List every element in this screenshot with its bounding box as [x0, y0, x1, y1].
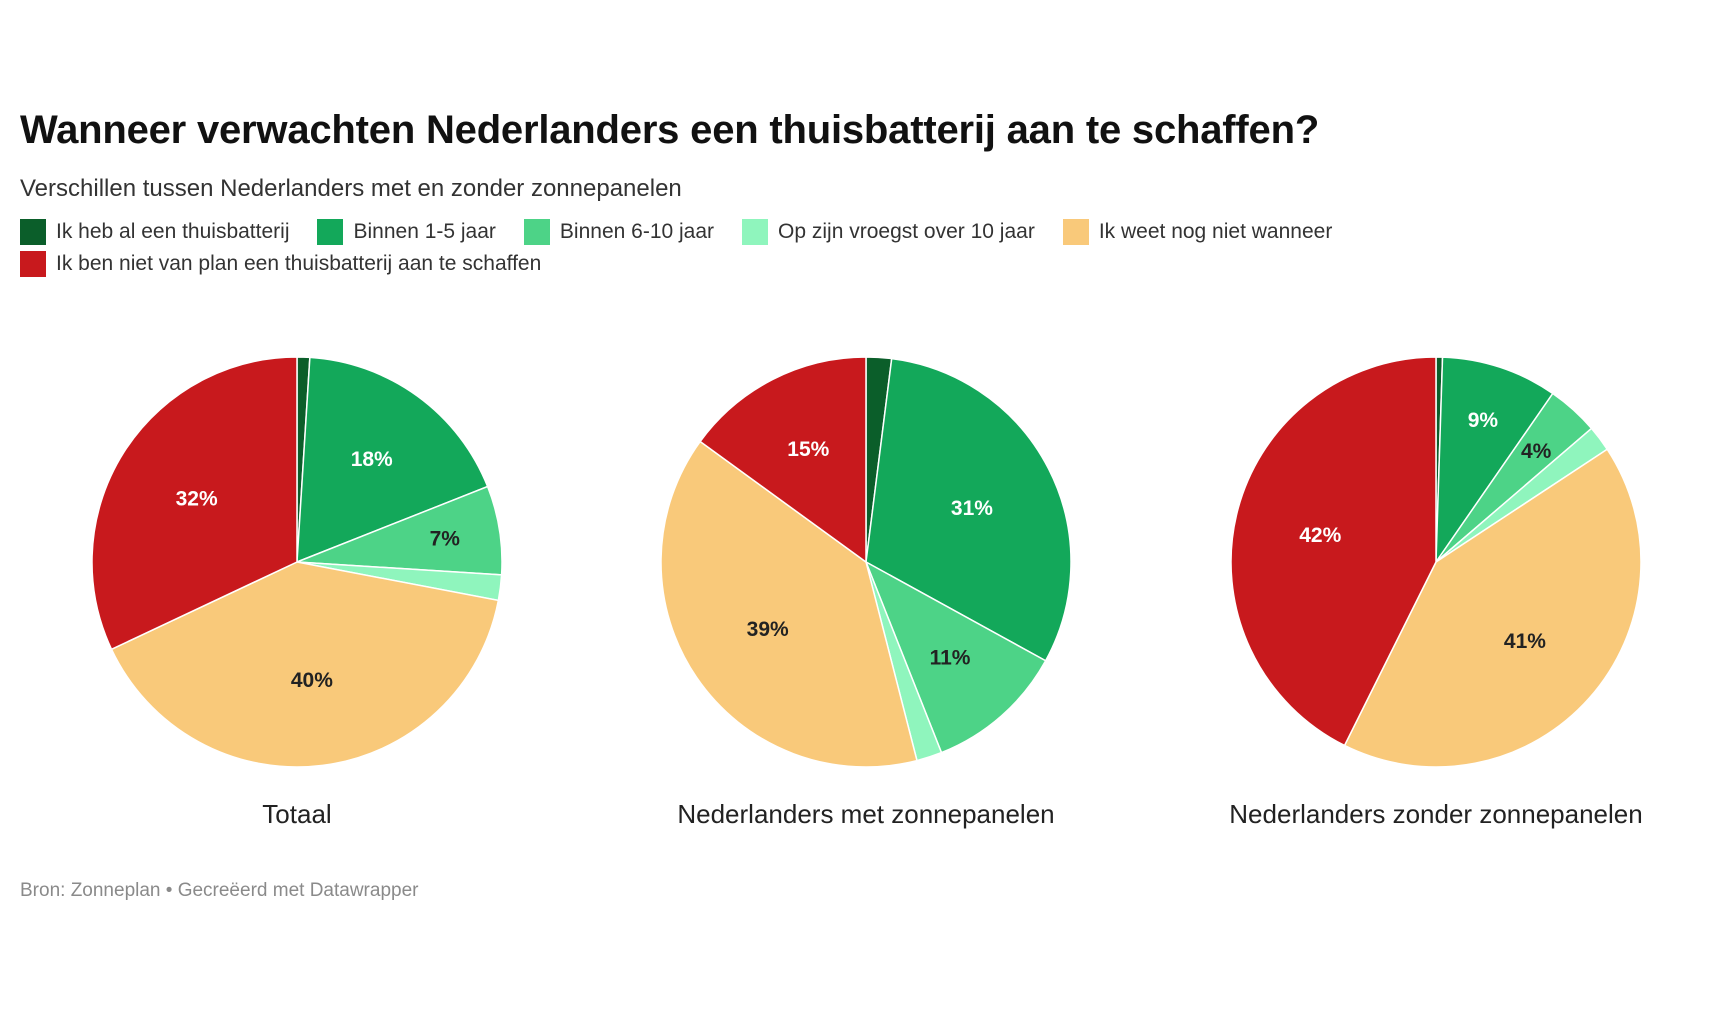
pie-slice	[864, 560, 1047, 754]
pie-slice	[296, 356, 489, 564]
chart-source: Bron: Zonneplan • Gecreëerd met Datawrap…	[20, 880, 419, 901]
legend-item: Binnen 1-5 jaar	[317, 219, 496, 245]
pie-slice	[660, 440, 918, 768]
legend-label: Binnen 6-10 jaar	[559, 220, 715, 243]
pie-slice	[1230, 356, 1437, 747]
legend-label: Ik weet nog niet wanneer	[1098, 220, 1333, 243]
legend-swatch	[317, 219, 344, 245]
slice-label: 7%	[430, 528, 461, 551]
slice-label: 42%	[1299, 524, 1341, 547]
legend-label: Ik heb al een thuisbatterij	[56, 220, 290, 243]
legend-item: Ik weet nog niet wanneer	[1062, 219, 1333, 245]
legend-swatch	[20, 251, 46, 277]
legend-swatch	[523, 219, 550, 245]
legend-swatch	[1062, 219, 1089, 245]
pie-caption: Totaal	[262, 799, 331, 829]
legend-swatch	[20, 219, 46, 245]
legend-swatch	[742, 219, 769, 245]
chart-title: Wanneer verwachten Nederlanders een thui…	[20, 108, 1320, 152]
pie-slice	[91, 356, 298, 651]
pie-slice	[865, 357, 1072, 662]
legend-item: Ik heb al een thuisbatterij	[20, 219, 289, 245]
legend-item: Binnen 6-10 jaar	[523, 219, 715, 245]
slice-label: 11%	[930, 646, 971, 669]
pies-svg: 18% 7% 40% 32% Totaal 31% 11% 39% 15% Nederlander…	[91, 356, 1643, 829]
legend-item: Op zijn vroegst over 10 jaar	[742, 219, 1035, 245]
pie-2: 31% 11% 39% 15% Nederlanders met zonnepanele…	[660, 356, 1072, 829]
slice-label: 18%	[351, 448, 393, 471]
slice-label: 15%	[787, 438, 829, 461]
slice-label: 31%	[951, 497, 993, 520]
legend-label: Op zijn vroegst over 10 jaar	[778, 220, 1035, 243]
pie-caption: Nederlanders zonder zonnepanelen	[1229, 799, 1642, 829]
slice-label: 32%	[176, 487, 218, 510]
pie-charts: 18% 7% 40% 32% Totaal 31% 11% 39% 15% Nederlander…	[0, 340, 1723, 860]
chart-legend: Ik heb al een thuisbatterij Binnen 1-5 ja…	[20, 219, 1480, 277]
pie-slice	[1435, 356, 1554, 565]
slice-label: 9%	[1468, 409, 1499, 432]
pie-slice	[1343, 448, 1642, 768]
pie-3: 9% 4% 41% 42% Nederlanders zonder zonnepanel…	[1229, 356, 1643, 829]
chart-header: Wanneer verwachten Nederlanders een thui…	[20, 108, 1700, 277]
slice-label: 4%	[1521, 440, 1552, 463]
pie-caption: Nederlanders met zonnepanelen	[677, 799, 1054, 829]
slice-label: 41%	[1504, 630, 1546, 653]
legend-label: Binnen 1-5 jaar	[353, 220, 496, 243]
pie-1: 18% 7% 40% 32% Totaal	[91, 356, 503, 829]
pie-slice	[699, 356, 867, 564]
slice-label: 39%	[747, 618, 789, 641]
legend-label: Ik ben niet van plan een thuisbatterij a…	[56, 252, 542, 275]
chart-subtitle: Verschillen tussen Nederlanders met en z…	[20, 175, 682, 202]
slice-label: 40%	[291, 669, 333, 692]
pie-slice	[110, 561, 500, 768]
legend-item: Ik ben niet van plan een thuisbatterij a…	[20, 251, 541, 277]
